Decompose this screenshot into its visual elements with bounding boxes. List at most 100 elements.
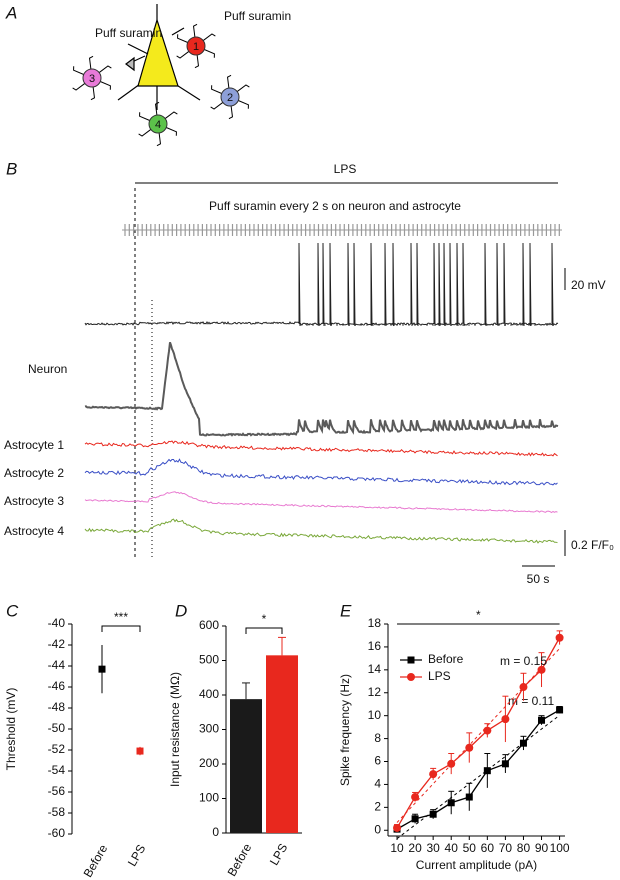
x-tick-label: 90 <box>535 841 549 855</box>
point <box>411 793 420 802</box>
legend-marker <box>407 673 415 681</box>
y-tick-label: 14 <box>368 662 382 676</box>
voltage-trace <box>84 242 559 327</box>
astrocyte-process <box>202 33 216 41</box>
significance-bracket <box>245 627 283 634</box>
x-tick-label: LPS <box>125 842 148 869</box>
trace-label: Astrocyte 4 <box>4 524 64 538</box>
point <box>447 759 456 768</box>
astrocyte <box>186 36 206 56</box>
astrocyte-process <box>236 84 250 92</box>
bar <box>266 655 298 833</box>
y-tick-label: 0 <box>212 825 219 839</box>
astrocyte-process <box>204 49 215 58</box>
point <box>555 633 564 642</box>
y-tick-label: 6 <box>374 754 381 768</box>
y-tick-label: -46 <box>48 679 66 693</box>
astrocyte-process <box>211 85 222 94</box>
y-tick-label: -56 <box>48 784 66 798</box>
astrocyte-process <box>90 86 96 101</box>
y-tick-label: 2 <box>374 800 381 814</box>
legend-marker <box>407 656 415 664</box>
neuron-diagram <box>117 4 201 110</box>
point <box>411 815 419 823</box>
fit-line <box>396 714 560 840</box>
astrocyte-label: 4 <box>155 119 161 131</box>
legend-label: LPS <box>428 669 451 683</box>
astrocyte-process <box>139 112 150 121</box>
astrocyte-trace <box>84 458 558 486</box>
point <box>465 743 474 752</box>
y-tick-label: 300 <box>199 722 219 736</box>
astrocyte <box>82 68 102 88</box>
astrocyte-process <box>210 102 224 110</box>
y-tick-label: -40 <box>48 616 66 630</box>
point <box>429 810 437 818</box>
significance-label: * <box>262 612 267 626</box>
scale-label: 50 s <box>527 572 550 586</box>
point <box>393 823 402 832</box>
astrocyte-process <box>176 51 190 59</box>
significance-label: *** <box>114 610 128 624</box>
y-tick-label: -58 <box>48 805 66 819</box>
trace-label: Astrocyte 3 <box>4 494 64 508</box>
puff-label: Puff suramin <box>224 9 291 23</box>
astrocyte-process <box>88 55 94 70</box>
y-tick-label: 18 <box>368 616 382 630</box>
astrocyte-process <box>228 105 234 120</box>
panel-label: A <box>5 3 17 22</box>
point <box>483 726 492 735</box>
astrocyte-process <box>166 127 177 136</box>
astrocyte-process <box>238 100 249 109</box>
point <box>519 683 528 692</box>
y-tick-label: -44 <box>48 658 66 672</box>
astrocyte-label: 2 <box>227 92 233 104</box>
point <box>556 706 564 714</box>
y-tick-label: -42 <box>48 637 66 651</box>
y-tick-label: 0 <box>374 822 381 836</box>
x-tick-label: 10 <box>390 841 404 855</box>
astrocyte-process <box>156 132 162 147</box>
significance-bracket <box>101 625 141 632</box>
point <box>136 747 144 755</box>
point <box>98 665 106 673</box>
trace-label: Astrocyte 1 <box>4 438 64 452</box>
astrocyte <box>220 87 240 107</box>
astrocyte-process <box>73 66 84 75</box>
point <box>483 767 491 775</box>
x-tick-label: Before <box>81 842 111 880</box>
astrocyte-process <box>192 23 198 38</box>
point <box>429 770 438 779</box>
point <box>501 715 510 724</box>
panel-label: E <box>340 601 352 620</box>
astrocyte-label: 3 <box>89 73 95 85</box>
y-tick-label: 600 <box>199 618 219 632</box>
y-tick-label: 100 <box>199 791 219 805</box>
astrocyte-process <box>98 65 112 73</box>
bar <box>230 699 262 833</box>
astrocyte-process <box>100 81 111 90</box>
astrocyte-trace <box>84 491 558 514</box>
series-line <box>396 709 560 830</box>
x-tick-label: 60 <box>481 841 495 855</box>
panel-label: D <box>175 601 187 620</box>
y-tick-label: 10 <box>368 708 382 722</box>
point <box>538 716 546 724</box>
astrocyte-process <box>164 111 178 119</box>
x-tick-label: LPS <box>267 841 290 868</box>
y-tick-label: 4 <box>374 777 381 791</box>
trace-label: Neuron <box>28 362 67 376</box>
astrocyte-trace <box>84 440 558 457</box>
significance-label: * <box>476 608 481 622</box>
condition-label: LPS <box>334 162 357 176</box>
y-tick-label: 8 <box>374 731 381 745</box>
y-tick-label: -50 <box>48 721 66 735</box>
astrocyte-trace <box>84 518 558 544</box>
astrocyte <box>148 114 168 134</box>
x-tick-label: 20 <box>408 841 422 855</box>
astrocyte-process <box>138 129 152 137</box>
x-tick-label: 40 <box>445 841 459 855</box>
fit-label: m = 0.11 <box>508 694 554 708</box>
